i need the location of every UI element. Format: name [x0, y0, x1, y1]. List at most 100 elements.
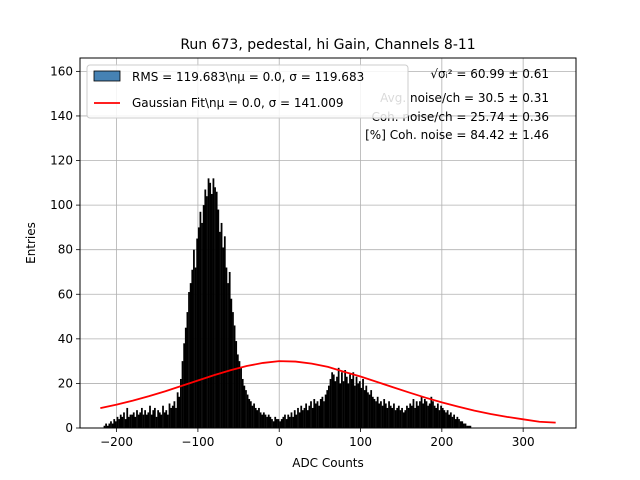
histogram-bar: [236, 354, 239, 428]
histogram-bar: [295, 414, 298, 428]
histogram-bar: [404, 410, 407, 428]
histogram-bar: [410, 405, 413, 428]
y-tick-label: 160: [50, 64, 73, 78]
histogram-bar: [238, 361, 241, 428]
histogram-bar: [375, 401, 377, 428]
histogram-bar: [197, 227, 200, 428]
histogram-bar: [285, 419, 288, 428]
histogram-bar: [383, 399, 386, 428]
histogram-bars: [103, 178, 472, 428]
histogram-bar: [219, 231, 221, 428]
histogram-bar: [145, 414, 148, 428]
histogram-bar: [149, 405, 151, 428]
histogram-bar: [132, 412, 135, 428]
histogram-bar: [417, 405, 420, 428]
histogram-bar: [341, 372, 343, 428]
histogram-bar: [321, 396, 324, 428]
histogram-bar: [123, 412, 125, 428]
histogram-bar: [287, 414, 290, 428]
histogram-bar: [344, 370, 347, 428]
histogram-bar: [209, 182, 212, 428]
histogram-bar: [243, 385, 246, 428]
histogram-bar: [131, 414, 134, 428]
noise-annotations: √σᵢ² = 60.99 ± 0.61 Avg. noise/ch = 30.5…: [365, 67, 549, 142]
annotation-coh-noise: Coh. noise/ch = 25.74 ± 0.36: [371, 110, 549, 124]
histogram-bar: [365, 385, 368, 428]
histogram-bar: [293, 410, 296, 428]
histogram-bar: [323, 401, 325, 428]
histogram-bar: [399, 410, 402, 428]
histogram-bar: [435, 407, 438, 428]
histogram-bar: [225, 267, 228, 428]
annotation-avg-noise: Avg. noise/ch = 30.5 ± 0.31: [380, 91, 549, 105]
histogram-bar: [391, 407, 394, 428]
x-tick-label: −200: [100, 435, 133, 449]
histogram-bar: [396, 407, 399, 428]
legend-label-fit: Gaussian Fit\nμ = 0.0, σ = 141.009: [132, 96, 344, 110]
x-axis-ticks: −200 −100 0 100 200 300: [100, 428, 535, 449]
histogram-bar: [129, 414, 132, 428]
histogram-bar: [186, 312, 189, 428]
histogram-bar: [113, 419, 116, 428]
histogram-bar: [425, 401, 428, 428]
legend-swatch-histogram: [93, 70, 121, 82]
histogram-bar: [274, 416, 277, 428]
histogram-bar: [227, 283, 229, 428]
histogram-bar: [298, 412, 301, 428]
histogram-bar: [139, 412, 142, 428]
histogram-bar: [407, 407, 410, 428]
histogram-bar: [384, 403, 387, 428]
histogram-bar: [441, 407, 444, 428]
histogram-bar: [337, 367, 340, 428]
x-tick-label: −100: [181, 435, 214, 449]
histogram-bar: [223, 236, 226, 428]
histogram-bar: [412, 399, 415, 428]
histogram-bar: [106, 425, 109, 428]
histogram-bar: [342, 381, 345, 428]
histogram-bar: [201, 222, 203, 428]
histogram-bar: [108, 423, 111, 428]
histogram-bar: [394, 410, 397, 428]
histogram-bar: [326, 390, 329, 428]
histogram-bar: [152, 410, 155, 428]
histogram-bar: [328, 385, 330, 428]
histogram-bar: [173, 401, 176, 428]
y-tick-label: 0: [65, 421, 73, 435]
histogram-bar: [367, 392, 369, 428]
histogram-bar: [188, 292, 190, 428]
y-tick-label: 80: [58, 243, 73, 257]
histogram-bar: [262, 412, 265, 428]
histogram-bar: [157, 410, 160, 428]
histogram-bar: [428, 403, 431, 428]
histogram-bar: [443, 410, 446, 428]
y-tick-label: 40: [58, 332, 73, 346]
histogram-bar: [458, 419, 460, 428]
histogram-bar: [331, 372, 334, 428]
histogram-bar: [354, 385, 356, 428]
histogram-bar: [178, 396, 181, 428]
histogram-bar: [142, 414, 145, 428]
histogram-bar: [316, 401, 319, 428]
histogram-bar: [467, 425, 470, 428]
histogram-bar: [451, 416, 454, 428]
histogram-bar: [373, 399, 376, 428]
histogram-bar: [176, 392, 179, 428]
x-tick-label: 0: [275, 435, 283, 449]
histogram-bar: [430, 396, 433, 428]
histogram-bar: [415, 401, 418, 428]
histogram-bar: [114, 421, 117, 428]
histogram-bar: [318, 405, 321, 428]
histogram-bar: [140, 407, 143, 428]
histogram-bar: [371, 396, 374, 428]
histogram-bar: [357, 383, 360, 428]
histogram-bar: [126, 407, 129, 428]
histogram-bar: [310, 401, 312, 428]
histogram-bar: [393, 403, 395, 428]
histogram-bar: [290, 412, 293, 428]
histogram-bar: [175, 407, 177, 428]
histogram-bar: [258, 407, 260, 428]
legend: RMS = 119.683\nμ = 0.0, σ = 119.683 Gaus…: [86, 64, 409, 119]
histogram-bar: [168, 403, 171, 428]
histogram-bar: [370, 390, 373, 428]
